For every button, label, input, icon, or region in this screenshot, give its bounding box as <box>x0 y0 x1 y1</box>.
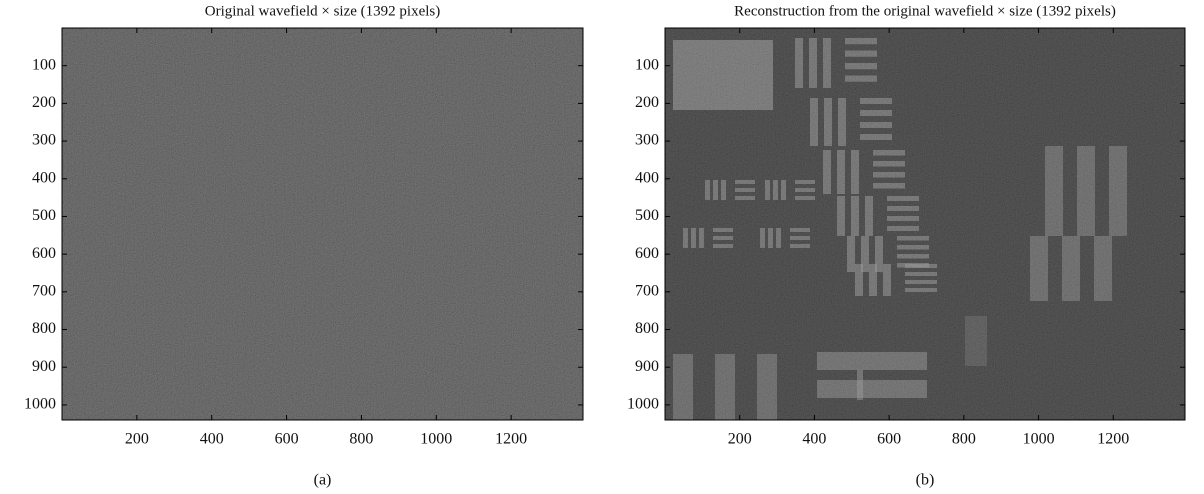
y-tick-label: 800 <box>32 320 56 337</box>
y-tick-label: 1000 <box>24 396 56 413</box>
y-tick-label: 400 <box>635 169 659 186</box>
x-tick-label: 1000 <box>420 431 452 448</box>
x-tick-label: 800 <box>349 431 373 448</box>
y-tick-label: 700 <box>32 283 56 300</box>
image-grain <box>665 28 1185 420</box>
y-tick-label: 500 <box>32 207 56 224</box>
y-tick-label: 900 <box>32 358 56 375</box>
y-tick-label: 600 <box>32 245 56 262</box>
y-tick-label: 1000 <box>627 396 659 413</box>
axes-frame <box>61 27 584 421</box>
axes-frame <box>664 27 1186 421</box>
y-tick-label: 200 <box>32 94 56 111</box>
y-tick-label: 400 <box>32 169 56 186</box>
y-tick-label: 600 <box>635 245 659 262</box>
x-tick-label: 1200 <box>495 431 527 448</box>
x-tick-label: 400 <box>200 431 224 448</box>
caption: (a) <box>314 472 332 489</box>
image-grain <box>62 28 583 420</box>
x-tick-label: 1000 <box>1023 431 1055 448</box>
chart-title: Original wavefield × size (1392 pixels) <box>205 3 440 19</box>
y-tick-label: 100 <box>32 56 56 73</box>
y-tick-label: 900 <box>635 358 659 375</box>
x-tick-label: 600 <box>275 431 299 448</box>
chart-title: Reconstruction from the original wavefie… <box>734 3 1116 19</box>
y-tick-label: 800 <box>635 320 659 337</box>
x-tick-label: 600 <box>877 431 901 448</box>
x-tick-label: 200 <box>125 431 149 448</box>
caption: (b) <box>916 472 935 489</box>
y-tick-label: 700 <box>635 283 659 300</box>
y-tick-label: 300 <box>635 132 659 149</box>
y-tick-label: 300 <box>32 132 56 149</box>
y-tick-label: 100 <box>635 56 659 73</box>
y-tick-label: 200 <box>635 94 659 111</box>
y-tick-label: 500 <box>635 207 659 224</box>
x-tick-label: 1200 <box>1097 431 1129 448</box>
x-tick-label: 400 <box>802 431 826 448</box>
x-tick-label: 200 <box>728 431 752 448</box>
x-tick-label: 800 <box>952 431 976 448</box>
